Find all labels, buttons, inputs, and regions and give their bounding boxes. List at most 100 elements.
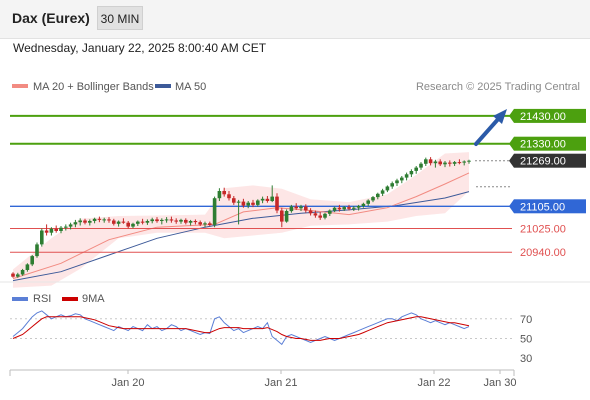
price-chart: MA 20 + Bollinger Bands MA 50 Research ©…: [0, 81, 590, 389]
candle-body: [395, 180, 399, 184]
candle-body: [385, 186, 390, 191]
level-tag-pointer: [509, 108, 514, 123]
ma50-line: [12, 191, 470, 282]
candle-body: [25, 264, 30, 270]
level-label: 21269.00: [520, 156, 566, 168]
candle-body: [40, 230, 44, 245]
candle-body: [400, 177, 404, 181]
level-tag-bg: [514, 199, 586, 214]
candle-body: [304, 206, 308, 211]
candle-body: [251, 202, 255, 205]
candle-body: [198, 222, 202, 225]
candle-body: [208, 223, 212, 225]
ma20-legend-label: MA 20 + Bollinger Bands: [33, 81, 154, 93]
candle-body: [414, 167, 418, 171]
candle-body: [342, 207, 346, 210]
candle-body: [112, 220, 116, 224]
candle-body: [308, 210, 313, 214]
instrument-title: Dax (Eurex): [12, 10, 90, 26]
candle-body: [265, 198, 270, 201]
candle-body: [337, 207, 342, 210]
candle-body: [49, 228, 54, 233]
candle-body: [289, 206, 294, 212]
candle-body: [294, 206, 298, 209]
candle-body: [457, 162, 462, 164]
candle-body: [356, 206, 361, 208]
ma20-legend-swatch: [12, 84, 28, 88]
candle-body: [438, 161, 442, 165]
candle-body: [443, 162, 447, 165]
candle-body: [256, 200, 260, 205]
candle-body: [227, 194, 231, 199]
candle-body: [136, 221, 140, 224]
candle-body: [222, 191, 226, 195]
candle-body: [193, 221, 198, 223]
candle-body: [380, 190, 385, 194]
level-label: 21025.00: [520, 224, 566, 236]
candle-body: [347, 207, 351, 209]
bollinger-band-layer: [13, 152, 469, 288]
candle-body: [78, 220, 82, 223]
candle-body: [16, 274, 20, 277]
chart-legend: MA 20 + Bollinger Bands MA 50 Research ©…: [12, 81, 580, 93]
level-tag-bg: [514, 153, 586, 168]
x-axis-tick-label: Jan 22: [417, 377, 450, 389]
rsi-tick-label: 70: [520, 314, 532, 326]
candle-body: [160, 219, 164, 221]
ma50-legend-label: MA 50: [175, 81, 206, 93]
x-axis: Jan 20 Jan 21 Jan 22 Jan 30: [9, 369, 517, 389]
candle-body: [83, 220, 87, 223]
candle-body: [92, 218, 97, 221]
candle-body: [169, 219, 174, 221]
candle-body: [217, 191, 222, 199]
level-tag-bg: [514, 108, 586, 123]
candle-body: [323, 213, 327, 218]
x-axis-tick-label: Jan 21: [264, 377, 297, 389]
candle-body: [97, 218, 102, 220]
candle-body: [390, 183, 394, 187]
candle-body: [131, 223, 135, 227]
rsi-line: [12, 310, 470, 346]
candle-body: [404, 174, 409, 178]
candle-body: [59, 227, 63, 231]
candle-body: [352, 207, 356, 209]
candle-body: [452, 162, 457, 164]
candle-body: [164, 219, 169, 221]
candle-body: [313, 213, 318, 216]
candle-body: [155, 219, 159, 222]
candle-body: [73, 222, 78, 225]
level-tag-pointer: [509, 153, 514, 168]
candle-body: [462, 161, 466, 163]
candle-body: [424, 159, 428, 164]
level-label: 21430.00: [520, 111, 566, 123]
candle-body: [299, 206, 303, 209]
rsi-tick-label: 30: [520, 353, 532, 365]
rsi-legend-label: RSI: [33, 293, 51, 305]
x-axis-tick-label: Jan 20: [111, 377, 144, 389]
candle-body: [371, 197, 375, 201]
candle-body: [275, 196, 279, 211]
rsi-legend: RSI 9MA: [12, 293, 105, 305]
level-label: 21105.00: [520, 201, 565, 213]
forecast-arrow-head: [493, 109, 507, 124]
candle-body: [419, 163, 423, 168]
credit-label: Research © 2025 Trading Central: [416, 81, 580, 93]
forecast-arrow-shaft: [474, 115, 502, 146]
candle-body: [54, 228, 58, 231]
timeframe-button[interactable]: 30 MIN: [97, 6, 143, 30]
candle-body: [11, 273, 15, 277]
rsi-legend-swatch: [12, 297, 28, 301]
rsi-panel: 70 50 30: [10, 310, 532, 365]
level-label: 20940.00: [520, 247, 566, 259]
rsi-ma-line: [12, 316, 470, 341]
candle-body: [284, 211, 289, 222]
candle-body: [188, 221, 193, 223]
candle-body: [332, 207, 337, 211]
candle-body: [409, 171, 414, 175]
x-axis-tick-label: Jan 30: [483, 377, 516, 389]
candle-body: [260, 198, 265, 201]
candle-body: [145, 221, 150, 223]
candle-body: [361, 203, 366, 206]
candle-body: [179, 219, 183, 222]
